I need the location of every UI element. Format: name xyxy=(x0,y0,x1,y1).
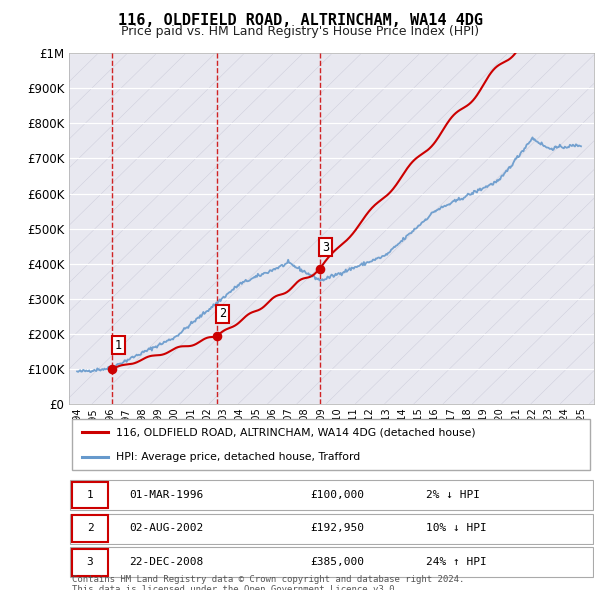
Text: 10% ↓ HPI: 10% ↓ HPI xyxy=(426,523,487,533)
Text: HPI: Average price, detached house, Trafford: HPI: Average price, detached house, Traf… xyxy=(116,453,361,463)
Text: Contains HM Land Registry data © Crown copyright and database right 2024.
This d: Contains HM Land Registry data © Crown c… xyxy=(72,575,464,590)
FancyBboxPatch shape xyxy=(70,480,593,510)
Text: Price paid vs. HM Land Registry's House Price Index (HPI): Price paid vs. HM Land Registry's House … xyxy=(121,25,479,38)
Text: £192,950: £192,950 xyxy=(311,523,365,533)
Point xyxy=(212,332,221,341)
Text: £100,000: £100,000 xyxy=(311,490,365,500)
Text: £385,000: £385,000 xyxy=(311,557,365,567)
Text: 3: 3 xyxy=(322,241,329,254)
Text: 2: 2 xyxy=(219,307,226,320)
Point xyxy=(107,365,117,374)
Text: 2: 2 xyxy=(86,523,94,533)
Text: 116, OLDFIELD ROAD, ALTRINCHAM, WA14 4DG: 116, OLDFIELD ROAD, ALTRINCHAM, WA14 4DG xyxy=(118,13,482,28)
FancyBboxPatch shape xyxy=(71,419,590,470)
FancyBboxPatch shape xyxy=(70,548,593,578)
Text: 22-DEC-2008: 22-DEC-2008 xyxy=(130,557,203,567)
FancyBboxPatch shape xyxy=(72,515,108,542)
FancyBboxPatch shape xyxy=(70,514,593,544)
Text: 24% ↑ HPI: 24% ↑ HPI xyxy=(426,557,487,567)
Text: 116, OLDFIELD ROAD, ALTRINCHAM, WA14 4DG (detached house): 116, OLDFIELD ROAD, ALTRINCHAM, WA14 4DG… xyxy=(116,427,476,437)
Text: 02-AUG-2002: 02-AUG-2002 xyxy=(130,523,203,533)
Text: 2% ↓ HPI: 2% ↓ HPI xyxy=(426,490,480,500)
FancyBboxPatch shape xyxy=(72,481,108,508)
FancyBboxPatch shape xyxy=(72,549,108,576)
Point xyxy=(315,264,325,274)
Text: 3: 3 xyxy=(86,557,94,567)
Text: 1: 1 xyxy=(86,490,94,500)
Text: 01-MAR-1996: 01-MAR-1996 xyxy=(130,490,203,500)
Text: 1: 1 xyxy=(115,339,122,352)
